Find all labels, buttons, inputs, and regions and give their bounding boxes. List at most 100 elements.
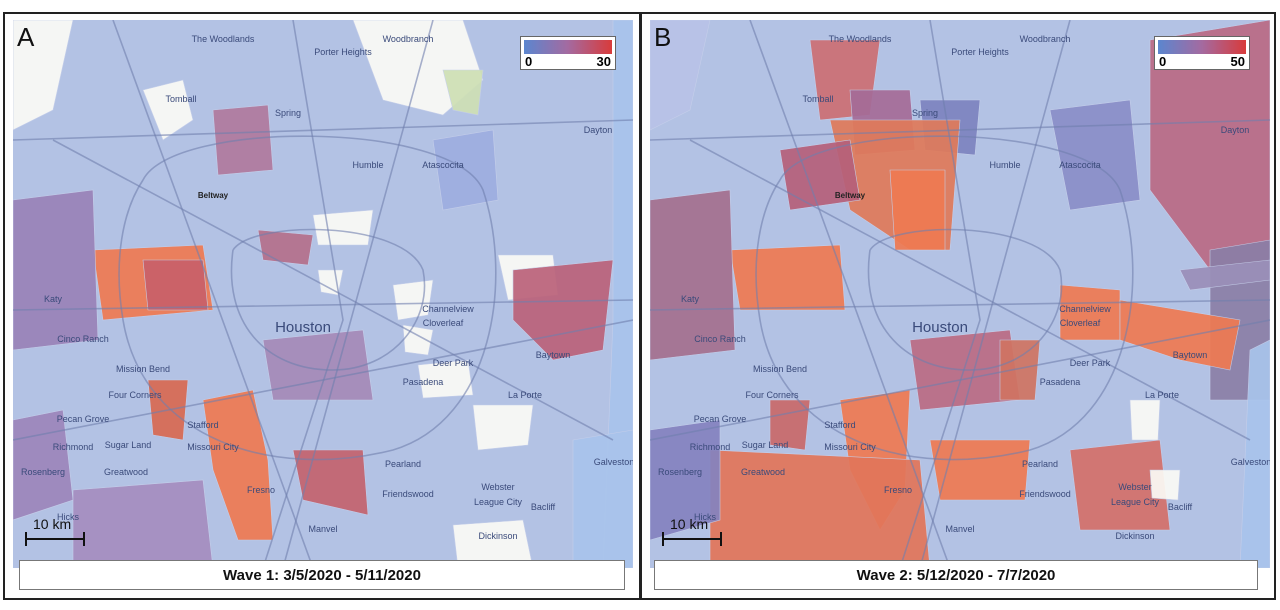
place-label: Woodbranch (383, 34, 434, 44)
place-label: Richmond (690, 442, 731, 452)
place-label: Atascocita (1059, 160, 1101, 170)
panel-wave-1: The Woodlands Porter Heights Woodbranch Tom… (3, 12, 641, 600)
place-label: Fresno (884, 485, 912, 495)
legend-min: 0 (525, 54, 533, 69)
region-central-s (262, 329, 374, 401)
place-label: Missouri City (187, 442, 239, 452)
place-label: Galveston Bay (1231, 457, 1270, 467)
hotspot-missouri-city (202, 389, 274, 541)
place-label: Four Corners (108, 390, 162, 400)
hotspot-southwest (709, 449, 931, 568)
road-line (262, 20, 344, 568)
place-label: Sugar Land (742, 440, 789, 450)
region-humble (1049, 99, 1141, 211)
nodata-league-city (1149, 469, 1181, 501)
place-label: The Woodlands (829, 34, 892, 44)
legend-gradient (524, 40, 612, 54)
place-label: Four Corners (745, 390, 799, 400)
region-pasadena-w (999, 339, 1041, 401)
region-pearland (292, 449, 369, 516)
place-label: Deer Park (433, 358, 474, 368)
road-line (13, 319, 633, 441)
place-label: Pasadena (1040, 377, 1081, 387)
road-line (112, 20, 314, 568)
place-label: Mission Bend (753, 364, 807, 374)
place-label: Katy (681, 294, 700, 304)
place-label: Houston (912, 319, 968, 336)
place-label: Pasadena (403, 377, 444, 387)
region-four-corners (769, 399, 811, 451)
place-label: Cloverleaf (1060, 318, 1101, 328)
place-label: Deer Park (1070, 358, 1111, 368)
place-label: Porter Heights (951, 47, 1009, 57)
legend-max: 30 (596, 54, 611, 69)
place-label: Cloverleaf (423, 318, 464, 328)
place-label: Channelview (1059, 304, 1111, 314)
place-label: Rosenberg (21, 467, 65, 477)
nodata-pasadena-w (402, 324, 434, 356)
road-line (52, 139, 614, 441)
road-line (689, 139, 1251, 441)
nodata-laporte (472, 404, 534, 451)
place-label: Bacliff (1168, 502, 1193, 512)
road-line (13, 119, 633, 141)
place-label: La Porte (508, 390, 542, 400)
place-label: Pearland (385, 459, 421, 469)
map-wave-1: The Woodlands Porter Heights Woodbranch Tom… (13, 20, 633, 568)
place-label: Galveston Bay (594, 457, 633, 467)
place-label: Richmond (53, 442, 94, 452)
place-label: Dayton (1221, 125, 1250, 135)
road-line (230, 228, 426, 371)
place-label: Webster (1118, 482, 1151, 492)
place-label: Baytown (536, 350, 571, 360)
nodata-beltway (312, 209, 374, 246)
place-label: Missouri City (824, 442, 876, 452)
region-katy-e (142, 259, 209, 311)
road-line (650, 319, 1270, 441)
water-east (1239, 339, 1270, 568)
road-line (755, 135, 1134, 461)
place-label: Manvel (308, 524, 337, 534)
region-league-city (1069, 439, 1171, 531)
place-label: Pecan Grove (694, 414, 747, 424)
place-label: Woodbranch (1020, 34, 1071, 44)
panel-label: A (17, 22, 35, 52)
scale-label: 10 km (670, 516, 709, 532)
place-label: Cinco Ranch (694, 334, 746, 344)
place-label: Stafford (187, 420, 218, 430)
region-beltway (257, 229, 314, 266)
nodata-pasadena (417, 359, 474, 399)
park-north (442, 69, 484, 116)
nodata-hou-e (392, 279, 434, 321)
water-galveston (572, 429, 633, 568)
hotspot-katy (729, 244, 846, 311)
place-label: Webster (481, 482, 514, 492)
place-label: Houston (275, 319, 331, 336)
nodata-dickinson (452, 519, 534, 568)
legend-min: 0 (1159, 54, 1167, 69)
legend-max: 50 (1230, 54, 1245, 69)
place-label: Sugar Land (105, 440, 152, 450)
road-line (899, 20, 981, 568)
nodata-laporte (1129, 399, 1161, 441)
color-legend: 0 30 (520, 36, 616, 70)
place-label: Katy (44, 294, 63, 304)
place-label: Hicks (694, 512, 716, 522)
place-label: Dickinson (1115, 531, 1154, 541)
region-baytown-n (1179, 259, 1270, 291)
region-west (650, 189, 736, 361)
region-southwest (72, 479, 214, 568)
place-label: Rosenberg (658, 467, 702, 477)
place-label: Humble (352, 160, 383, 170)
place-label: Baytown (1173, 350, 1208, 360)
place-label: Tomball (165, 94, 196, 104)
place-label: Mission Bend (116, 364, 170, 374)
place-label: The Woodlands (192, 34, 255, 44)
place-label: Bacliff (531, 502, 556, 512)
nodata-tomball (142, 79, 194, 141)
place-label: Pecan Grove (57, 414, 110, 424)
place-label: Friendswood (382, 489, 434, 499)
road-line (282, 20, 434, 568)
place-label: Beltway (198, 191, 229, 200)
region-west (13, 189, 99, 351)
